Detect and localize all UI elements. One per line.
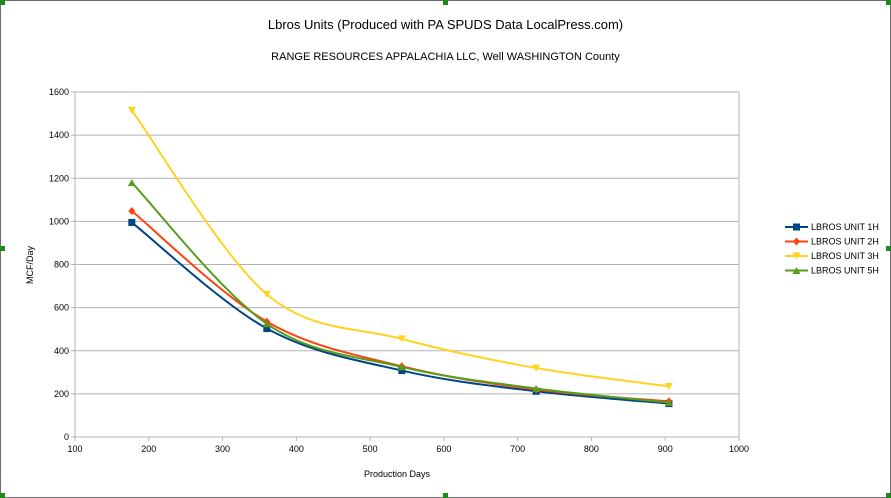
selection-handle-bottom-left[interactable] bbox=[0, 493, 5, 498]
x-tick-label: 400 bbox=[289, 444, 304, 454]
legend-marker bbox=[793, 237, 800, 246]
data-point bbox=[127, 179, 136, 187]
y-tick-label: 800 bbox=[54, 260, 69, 270]
x-tick-label: 200 bbox=[141, 444, 156, 454]
legend-label: LBROS UNIT 5H bbox=[811, 266, 879, 276]
y-tick-label: 0 bbox=[64, 432, 69, 442]
y-tick-label: 1400 bbox=[49, 130, 69, 140]
y-tick-label: 1000 bbox=[49, 216, 69, 226]
series-line bbox=[131, 109, 670, 388]
legend-item: LBROS UNIT 2H bbox=[785, 237, 879, 247]
x-tick-label: 100 bbox=[67, 444, 82, 454]
data-point bbox=[128, 207, 136, 216]
series-1 bbox=[128, 218, 673, 408]
grid-layer bbox=[75, 91, 739, 438]
selection-handle-top-left[interactable] bbox=[0, 0, 5, 5]
data-point bbox=[664, 399, 673, 406]
legend-label: LBROS UNIT 2H bbox=[811, 237, 879, 247]
y-tick-label: 400 bbox=[54, 346, 69, 356]
x-tick-label: 1000 bbox=[729, 444, 749, 454]
axes-layer: 0 200 400 600 800 1000 1200 1400 1600 100 200 300 40… bbox=[49, 87, 749, 454]
data-point bbox=[263, 325, 271, 333]
y-tick-label: 1200 bbox=[49, 173, 69, 183]
y-tick-label: 1600 bbox=[49, 87, 69, 97]
data-point bbox=[398, 367, 406, 375]
chart-subtitle: RANGE RESOURCES APPALACHIA LLC, Well WAS… bbox=[271, 51, 620, 63]
x-tick-label: 300 bbox=[215, 444, 230, 454]
data-point bbox=[128, 218, 136, 226]
legend-item: LBROS UNIT 3H bbox=[785, 251, 879, 261]
legend-marker bbox=[792, 252, 801, 260]
data-point bbox=[127, 106, 136, 114]
data-point bbox=[262, 320, 271, 328]
series-4 bbox=[127, 179, 673, 406]
data-point bbox=[664, 382, 673, 390]
legend-marker bbox=[792, 267, 801, 274]
selection-handle-middle-left[interactable] bbox=[0, 246, 5, 251]
legend: LBROS UNIT 1H LBROS UNIT 2H LBROS UNIT 3H L… bbox=[785, 222, 879, 276]
selection-handle-top-right[interactable] bbox=[886, 0, 891, 5]
series-layer bbox=[127, 106, 673, 408]
selection-handle-bottom-center[interactable] bbox=[443, 493, 448, 498]
x-tick-label: 500 bbox=[363, 444, 378, 454]
data-point bbox=[262, 290, 271, 298]
series-3 bbox=[127, 106, 673, 390]
selection-handle-middle-right[interactable] bbox=[886, 246, 891, 251]
x-tick-label: 700 bbox=[510, 444, 525, 454]
data-point bbox=[532, 384, 541, 392]
legend-label: LBROS UNIT 1H bbox=[811, 222, 879, 232]
plot-area-border bbox=[74, 91, 740, 438]
series-line bbox=[131, 181, 670, 404]
legend-marker bbox=[793, 223, 800, 231]
y-tick-label: 600 bbox=[54, 303, 69, 313]
data-point bbox=[397, 363, 406, 371]
x-tick-label: 900 bbox=[658, 444, 673, 454]
legend-label: LBROS UNIT 3H bbox=[811, 251, 879, 261]
data-point bbox=[532, 364, 541, 372]
x-axis-label: Production Days bbox=[364, 469, 431, 479]
y-tick-label: 200 bbox=[54, 389, 69, 399]
x-tick-label: 600 bbox=[436, 444, 451, 454]
x-tick-label: 800 bbox=[584, 444, 599, 454]
legend-item: LBROS UNIT 1H bbox=[785, 222, 879, 232]
y-axis-label: MCF/Day bbox=[25, 246, 35, 284]
chart-title: Lbros Units (Produced with PA SPUDS Data… bbox=[267, 17, 624, 32]
legend-item: LBROS UNIT 5H bbox=[785, 266, 879, 276]
selection-handle-top-center[interactable] bbox=[443, 0, 448, 5]
selection-handle-bottom-right[interactable] bbox=[886, 493, 891, 498]
data-point bbox=[397, 335, 406, 343]
